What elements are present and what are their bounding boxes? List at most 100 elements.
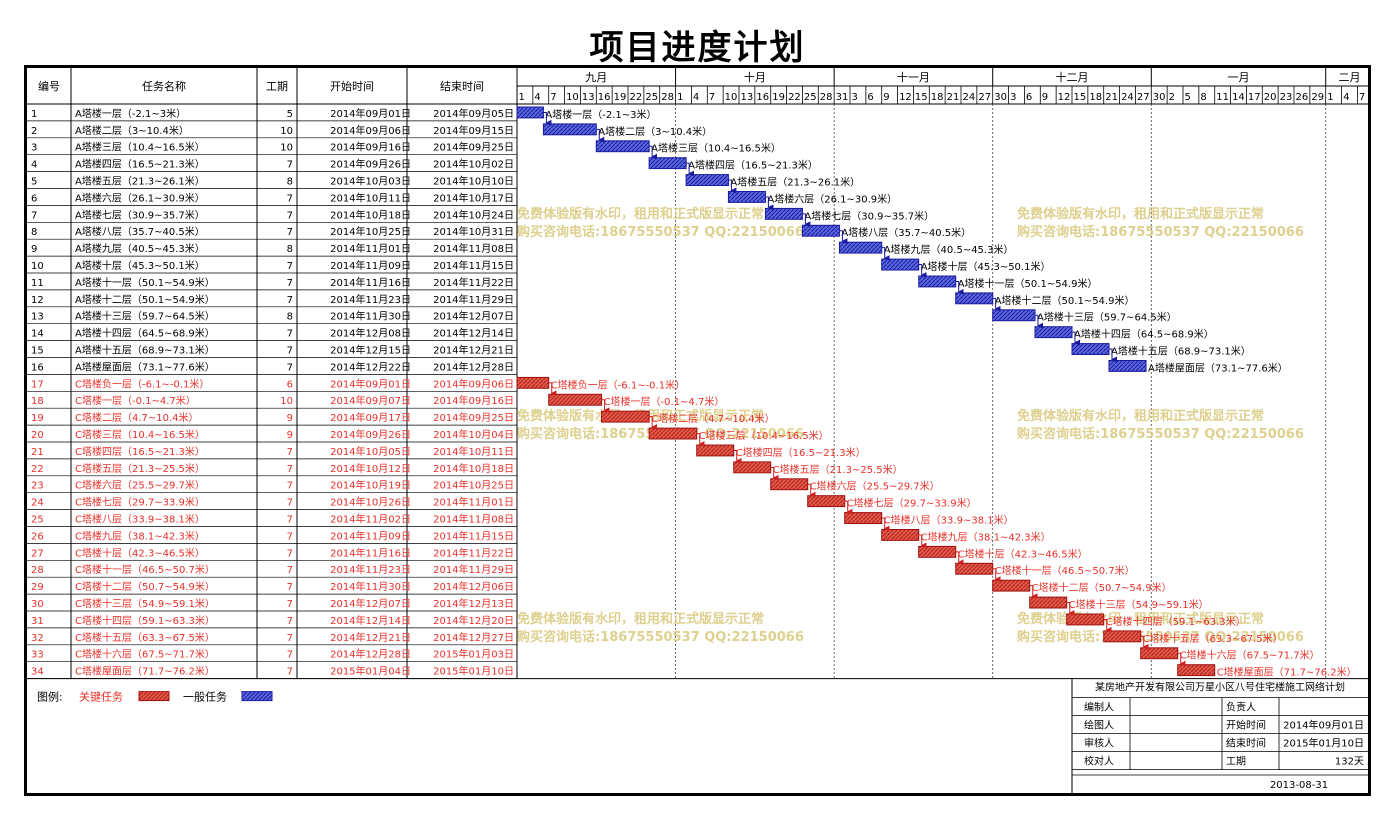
task-end: 2014年12月13日 <box>433 597 514 610</box>
table-row[interactable]: 3 A塔楼三层（10.4~16.5米） 10 2014年09月16日 2014年09月2… <box>31 141 514 154</box>
task-end: 2014年11月22日 <box>433 546 514 559</box>
critical-task-bar[interactable] <box>1066 613 1105 626</box>
day-tick-label: 19 <box>772 92 785 103</box>
critical-task-bar[interactable] <box>955 562 994 575</box>
table-row[interactable]: 18 C塔楼一层（-0.1~4.7米） 10 2014年09月07日 2014年09月1… <box>31 394 514 407</box>
critical-task-bar[interactable] <box>1177 664 1216 677</box>
table-row[interactable]: 21 C塔楼四层（16.5~21.3米） 7 2014年10月05日 2014年10月1… <box>31 445 514 458</box>
normal-task-bar[interactable] <box>764 207 803 220</box>
normal-task-bar[interactable] <box>685 174 729 186</box>
table-row[interactable]: 13 A塔楼十三层（59.7~64.5米） 8 2014年11月30日 2014年12月… <box>31 310 514 323</box>
task-end: 2014年10月10日 <box>433 175 514 188</box>
day-tick-label: 28 <box>661 92 674 103</box>
table-row[interactable]: 2 A塔楼二层（3~10.4米） 10 2014年09月06日 2014年09月15日 <box>31 124 514 137</box>
critical-task-bar[interactable] <box>1103 630 1142 643</box>
normal-task-bar[interactable] <box>881 258 920 271</box>
critical-task-bar[interactable] <box>1029 596 1068 609</box>
normal-task-bar[interactable] <box>838 241 883 254</box>
critical-task-bar[interactable] <box>844 512 883 525</box>
day-tick-label: 15 <box>915 92 928 103</box>
task-id: 27 <box>31 548 44 559</box>
critical-task-bar[interactable] <box>881 529 920 541</box>
task-end: 2014年09月16日 <box>433 394 514 407</box>
task-name: C塔楼一层（-0.1~4.7米） <box>75 394 196 407</box>
dependency-arrow <box>918 534 927 549</box>
task-id: 11 <box>31 278 44 289</box>
bar-label: C塔楼七层（29.7~33.9米） <box>847 497 977 510</box>
table-row[interactable]: 22 C塔楼五层（21.3~25.5米） 7 2014年10月12日 2014年10月1… <box>31 462 514 475</box>
critical-task-bar[interactable] <box>648 427 698 440</box>
normal-task-bar[interactable] <box>727 191 766 203</box>
critical-task-bar[interactable] <box>918 545 957 558</box>
day-tick-label: 11 <box>1216 92 1229 103</box>
critical-task-bar[interactable] <box>696 444 735 457</box>
table-row[interactable]: 4 A塔楼四层（16.5~21.3米） 7 2014年09月26日 2014年10月02… <box>31 158 514 171</box>
table-row[interactable]: 12 A塔楼十二层（50.1~54.9米） 7 2014年11月23日 2014年11月… <box>31 293 514 306</box>
task-start: 2014年12月08日 <box>330 327 411 340</box>
table-row[interactable]: 7 A塔楼七层（30.9~35.7米） 7 2014年10月18日 2014年10月24… <box>31 208 514 221</box>
task-duration: 7 <box>287 160 293 171</box>
table-row[interactable]: 26 C塔楼九层（38.1~42.3米） 7 2014年11月09日 2014年11月1… <box>31 529 514 542</box>
table-row[interactable]: 24 C塔楼七层（29.7~33.9米） 7 2014年10月26日 2014年11月0… <box>31 496 514 509</box>
normal-task-bar[interactable] <box>1034 326 1073 339</box>
table-row[interactable]: 25 C塔楼八层（33.9~38.1米） 7 2014年11月02日 2014年11月0… <box>31 513 514 526</box>
watermark-line1: 免费体验版有水印，租用和正式版显示正常 <box>517 206 764 222</box>
task-name: C塔楼四层（16.5~21.3米） <box>75 445 205 458</box>
normal-task-bar[interactable] <box>801 224 840 237</box>
table-row[interactable]: 15 A塔楼十五层（68.9~73.1米） 7 2014年12月15日 2014年12月… <box>31 344 514 357</box>
table-row[interactable]: 5 A塔楼五层（21.3~26.1米） 8 2014年10月03日 2014年10月10… <box>31 175 514 188</box>
dependency-arrow <box>839 230 848 245</box>
month-label: 十二月 <box>1056 70 1089 84</box>
normal-task-bar[interactable] <box>918 275 957 288</box>
table-row[interactable]: 31 C塔楼十四层（59.1~63.3米） 7 2014年12月14日 2014年12月… <box>31 614 514 627</box>
table-row[interactable]: 32 C塔楼十五层（63.3~67.5米） 7 2014年12月21日 2014年12月… <box>31 631 514 644</box>
table-row[interactable]: 33 C塔楼十六层（67.5~71.7米） 7 2014年12月28日 2015年01月… <box>31 648 514 661</box>
table-row[interactable]: 1 A塔楼一层（-2.1~3米） 5 2014年09月01日 2014年09月05日 <box>31 107 514 120</box>
critical-task-bar[interactable] <box>601 410 650 423</box>
critical-task-bar[interactable] <box>1140 647 1179 660</box>
normal-task-bar[interactable] <box>648 157 687 170</box>
table-row[interactable]: 8 A塔楼八层（35.7~40.5米） 7 2014年10月25日 2014年10月31… <box>31 225 514 238</box>
task-duration: 7 <box>287 261 293 272</box>
table-row[interactable]: 6 A塔楼六层（26.1~30.9米） 7 2014年10月11日 2014年10月17… <box>31 191 514 204</box>
day-tick-label: 15 <box>1074 92 1087 103</box>
table-row[interactable]: 16 A塔楼屋面层（73.1~77.6米） 7 2014年12月22日 2014年12月… <box>31 360 514 373</box>
task-id: 16 <box>31 362 44 373</box>
table-row[interactable]: 14 A塔楼十四层（64.5~68.9米） 7 2014年12月08日 2014年12月… <box>31 327 514 340</box>
normal-task-bar[interactable] <box>595 140 650 153</box>
table-row[interactable]: 10 A塔楼十层（45.3~50.1米） 7 2014年11月09日 2014年11月1… <box>31 259 514 272</box>
table-row[interactable]: 9 A塔楼九层（40.5~45.3米） 8 2014年11月01日 2014年11月08… <box>31 242 514 255</box>
table-row[interactable]: 30 C塔楼十三层（54.9~59.1米） 7 2014年12月07日 2014年12月… <box>31 597 514 610</box>
task-duration: 5 <box>287 109 293 120</box>
critical-task-bar[interactable] <box>516 376 550 389</box>
end-label: 结束时间 <box>1226 737 1266 750</box>
table-row[interactable]: 29 C塔楼十二层（50.7~54.9米） 7 2014年11月30日 2014年12月… <box>31 580 514 593</box>
table-row[interactable]: 23 C塔楼六层（25.5~29.7米） 7 2014年10月19日 2014年10月2… <box>31 479 514 492</box>
bar-label: A塔楼二层（3~10.4米） <box>598 125 712 138</box>
critical-task-bar[interactable] <box>770 478 809 491</box>
table-row[interactable]: 17 C塔楼负一层（-6.1~-0.1米） 6 2014年09月01日 2014年09月… <box>31 377 514 390</box>
normal-task-bar[interactable] <box>542 123 597 136</box>
bar-label: C塔楼十层（42.3~46.5米） <box>958 547 1088 560</box>
normal-task-bar[interactable] <box>516 106 544 119</box>
table-row[interactable]: 34 C塔楼屋面层（71.7~76.2米） 7 2015年01月04日 2015年01月… <box>31 665 514 678</box>
critical-task-bar[interactable] <box>992 579 1031 592</box>
table-row[interactable]: 28 C塔楼十一层（46.5~50.7米） 7 2014年11月23日 2014年11月… <box>31 563 514 576</box>
table-row[interactable]: 27 C塔楼十层（42.3~46.5米） 7 2014年11月16日 2014年11月2… <box>31 546 514 559</box>
task-id: 13 <box>31 312 44 323</box>
task-end: 2014年09月25日 <box>433 141 514 154</box>
critical-task-bar[interactable] <box>807 495 846 508</box>
critical-task-bar[interactable] <box>733 461 772 474</box>
normal-task-bar[interactable] <box>992 309 1036 322</box>
normal-task-bar[interactable] <box>1071 343 1110 356</box>
normal-task-bar[interactable] <box>1108 360 1147 372</box>
table-row[interactable]: 11 A塔楼十一层（50.1~54.9米） 7 2014年11月16日 2014年11月… <box>31 276 514 289</box>
normal-task-bar[interactable] <box>955 292 994 305</box>
critical-task-bar[interactable] <box>548 393 603 406</box>
task-name: A塔楼三层（10.4~16.5米） <box>75 141 205 154</box>
table-row[interactable]: 20 C塔楼三层（10.4~16.5米） 9 2014年09月26日 2014年10月0… <box>31 428 514 441</box>
dependency-arrow <box>955 280 964 295</box>
task-end: 2014年09月25日 <box>433 411 514 424</box>
bar-label: A塔楼七层（30.9~35.7米） <box>804 209 934 222</box>
table-row[interactable]: 19 C塔楼二层（4.7~10.4米） 9 2014年09月17日 2014年09月25… <box>31 411 514 424</box>
